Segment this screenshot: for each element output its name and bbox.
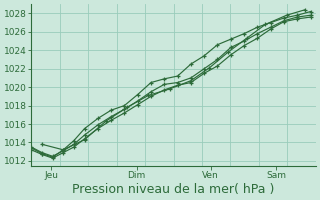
X-axis label: Pression niveau de la mer( hPa ): Pression niveau de la mer( hPa ) bbox=[72, 183, 275, 196]
